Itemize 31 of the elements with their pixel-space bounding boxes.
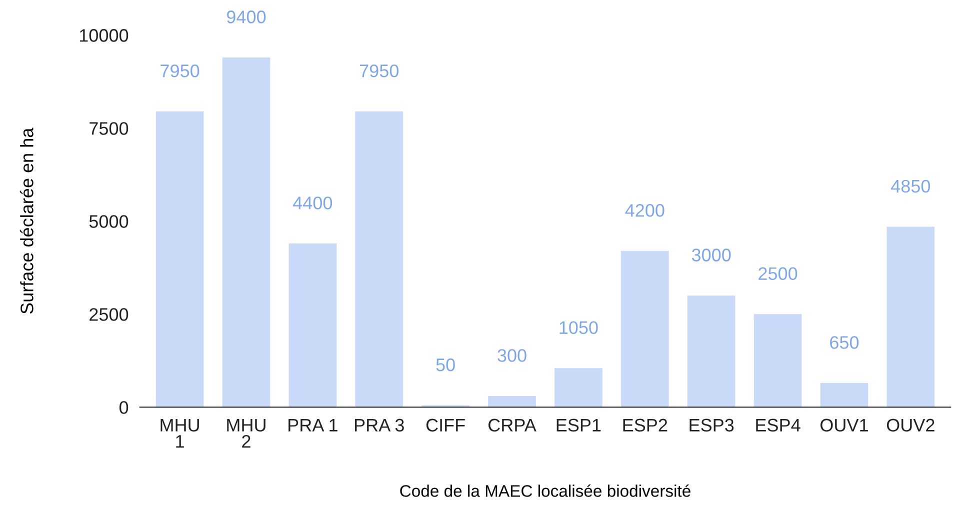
x-tick-label: ESP2 — [623, 418, 668, 432]
data-label: 4400 — [293, 196, 332, 210]
data-label: 2500 — [758, 267, 798, 280]
x-axis-title: Code de la MAEC localisée biodiversité — [400, 484, 690, 497]
data-label: 7950 — [360, 64, 398, 78]
data-label: 7950 — [160, 64, 200, 78]
data-label: 3000 — [692, 248, 731, 262]
x-tick-label: PRA 3 — [355, 418, 404, 432]
x-tick-label: ESP1 — [556, 418, 601, 432]
y-tick-label: 7500 — [90, 122, 128, 135]
y-tick-label: 0 — [119, 401, 128, 414]
y-tick-label: 2500 — [90, 308, 128, 321]
data-label: 1050 — [560, 321, 598, 334]
data-label: 300 — [498, 349, 526, 362]
x-tick-label: CRPA — [488, 418, 536, 432]
x-tick-label: OUV2 — [886, 418, 934, 432]
x-tick-label: ESP4 — [756, 418, 800, 432]
x-tick-label: OUV1 — [820, 418, 868, 432]
y-axis-title: Surface déclarée en ha — [20, 128, 34, 314]
x-tick-label: ESP3 — [690, 418, 734, 432]
data-label: 50 — [436, 358, 455, 372]
x-tick-label: MHU 2 — [227, 418, 266, 448]
y-tick-label: 5000 — [89, 215, 128, 228]
x-tick-label: MHU 1 — [160, 418, 199, 448]
data-label: 650 — [830, 336, 859, 349]
data-label: 4200 — [625, 204, 664, 217]
y-tick-label: 10000 — [80, 29, 128, 42]
data-label: 4850 — [890, 180, 930, 193]
data-label: 9400 — [227, 10, 266, 24]
x-tick-label: PRA 1 — [288, 418, 338, 432]
x-tick-label: CIFF — [426, 418, 465, 432]
